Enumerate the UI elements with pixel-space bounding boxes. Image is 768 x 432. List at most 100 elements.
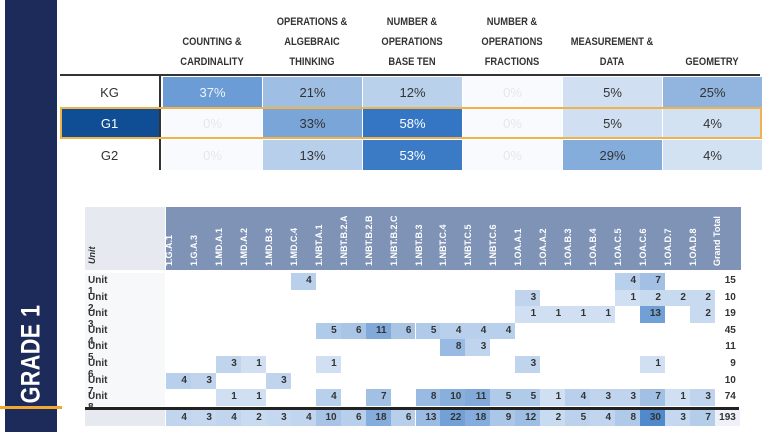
heatmap-cell: 7 — [640, 273, 665, 290]
heatmap-cell: 3 — [265, 372, 291, 390]
column-total: 2 — [540, 409, 566, 427]
percent-cell: 0% — [463, 140, 562, 170]
column-total: 6 — [340, 409, 366, 427]
column-header-1.MD.A.1: 1.MD.A.1 — [213, 227, 224, 266]
unit-label: Unit 6 — [88, 358, 108, 380]
heatmap-cell: 4 — [315, 389, 341, 406]
heatmap-cell: 1 — [515, 306, 541, 323]
column-header: COUNTING & CARDINALITY — [180, 36, 244, 68]
percent-cell: 25% — [663, 77, 762, 107]
heatmap-cell: 4 — [440, 322, 466, 340]
unit-label: Unit 5 — [88, 341, 108, 364]
column-header-1.NBT.B.2.C: 1.NBT.B.2.C — [388, 215, 399, 266]
column-total: 13 — [415, 409, 441, 427]
column-header-1.OA.D.7: 1.OA.D.7 — [663, 228, 673, 266]
column-header-1.OA.C.6: 1.OA.C.6 — [638, 228, 649, 266]
heatmap-cell: 1 — [590, 306, 616, 323]
unit-label: Unit 1 — [88, 275, 108, 297]
percent-cell: 0% — [163, 108, 262, 138]
column-header-1.G.A.3: 1.G.A.3 — [188, 234, 199, 266]
heatmap-cell: 2 — [689, 289, 715, 307]
row-label-g2: G2 — [100, 147, 119, 163]
column-header-1.NBT.B.2.B: 1.NBT.B.2.B — [363, 215, 374, 266]
heatmap-cell: 6 — [390, 322, 416, 340]
column-total: 7 — [689, 409, 715, 427]
unit-label: Unit 2 — [88, 291, 108, 314]
percent-cell: 21% — [263, 77, 362, 107]
heatmap-cell: 4 — [565, 389, 591, 406]
unit-label: Unit 3 — [88, 308, 108, 331]
column-header: GEOMETRY — [685, 56, 739, 68]
row-label-divider — [159, 76, 161, 170]
column-total: 3 — [665, 409, 690, 427]
heatmap-cell: 2 — [640, 289, 665, 307]
heatmap-cell: 7 — [365, 389, 391, 406]
heatmap-cell: 5 — [315, 322, 341, 340]
column-total: 30 — [640, 409, 665, 427]
heatmap-cell: 1 — [665, 389, 690, 406]
heatmap-cell: 10 — [440, 389, 466, 406]
unit-label: Unit 4 — [88, 324, 108, 347]
heatmap-cell: 11 — [365, 322, 391, 340]
heatmap-cell: 1 — [315, 356, 341, 373]
column-header-1.OA.A.2: 1.OA.A.2 — [538, 228, 549, 266]
heatmap-cell: 2 — [689, 306, 715, 323]
heatmap-cell: 3 — [465, 339, 491, 356]
column-total: 6 — [390, 409, 416, 427]
percent-cell: 33% — [263, 108, 362, 138]
heatmap-cell: 3 — [190, 372, 216, 390]
heatmap-cell: 4 — [615, 273, 641, 290]
column-total: 3 — [265, 409, 291, 427]
accent-divider — [0, 406, 62, 409]
percent-cell: 53% — [363, 140, 462, 170]
heatmap-cell: 1 — [615, 289, 641, 307]
heatmap-cell: 8 — [440, 339, 466, 356]
header-rule — [60, 74, 760, 76]
column-header: NUMBER & OPERATIONS FRACTIONS — [481, 16, 543, 68]
column-header-band — [166, 207, 741, 270]
heatmap-cell: 4 — [465, 322, 491, 340]
percent-cell: 13% — [263, 140, 362, 170]
column-header-1.NBT.C.6: 1.NBT.C.6 — [488, 224, 499, 266]
heatmap-cell: 3 — [615, 389, 641, 406]
column-total: 5 — [565, 409, 591, 427]
column-total: 4 — [290, 409, 316, 427]
row-total: 9 — [730, 358, 736, 369]
column-total: 8 — [615, 409, 641, 427]
column-total: 9 — [490, 409, 516, 427]
column-header-1.OA.D.8: 1.OA.D.8 — [687, 228, 698, 266]
column-total: 18 — [365, 409, 391, 427]
percent-cell: 58% — [363, 108, 462, 138]
unit-header: Unit — [87, 246, 97, 265]
heatmap-cell: 3 — [689, 389, 715, 406]
column-header-1.MD.C.4: 1.MD.C.4 — [288, 227, 299, 266]
column-header: MEASUREMENT & DATA — [570, 36, 654, 68]
percent-cell: 4% — [663, 140, 762, 170]
percent-cell: 0% — [163, 140, 262, 170]
column-header-1.NBT.A.1: 1.NBT.A.1 — [313, 224, 324, 266]
heatmap-cell: 2 — [665, 289, 690, 307]
column-header-1.NBT.B.2.A: 1.NBT.B.2.A — [338, 215, 349, 266]
column-header-1.OA.C.5: 1.OA.C.5 — [613, 228, 624, 266]
heatmap-cell: 1 — [640, 356, 665, 373]
column-header-1.MD.A.2: 1.MD.A.2 — [238, 227, 249, 266]
percent-cell: 5% — [563, 108, 662, 138]
heatmap-cell: 11 — [465, 389, 491, 406]
column-total: 4 — [215, 409, 241, 427]
heatmap-cell: 7 — [640, 389, 665, 406]
heatmap-cell: 13 — [640, 306, 665, 323]
row-total: 45 — [724, 324, 736, 336]
percent-cell: 0% — [463, 108, 562, 138]
column-header-1.NBT.C.4: 1.NBT.C.4 — [438, 224, 449, 266]
heatmap-cell: 3 — [515, 289, 541, 307]
heatmap-cell: 1 — [540, 306, 566, 323]
column-header: OPERATIONS & ALGEBRAIC THINKING — [276, 16, 348, 68]
row-total: 15 — [724, 275, 736, 286]
unit-label: Unit 7 — [88, 374, 108, 397]
heatmap-cell: 5 — [490, 389, 516, 406]
percent-cell: 37% — [163, 77, 262, 107]
heatmap-cell: 3 — [590, 389, 616, 406]
percent-cell: 29% — [563, 140, 662, 170]
heatmap-cell: 4 — [166, 372, 191, 390]
column-header-1.OA.B.4: 1.OA.B.4 — [588, 228, 599, 266]
